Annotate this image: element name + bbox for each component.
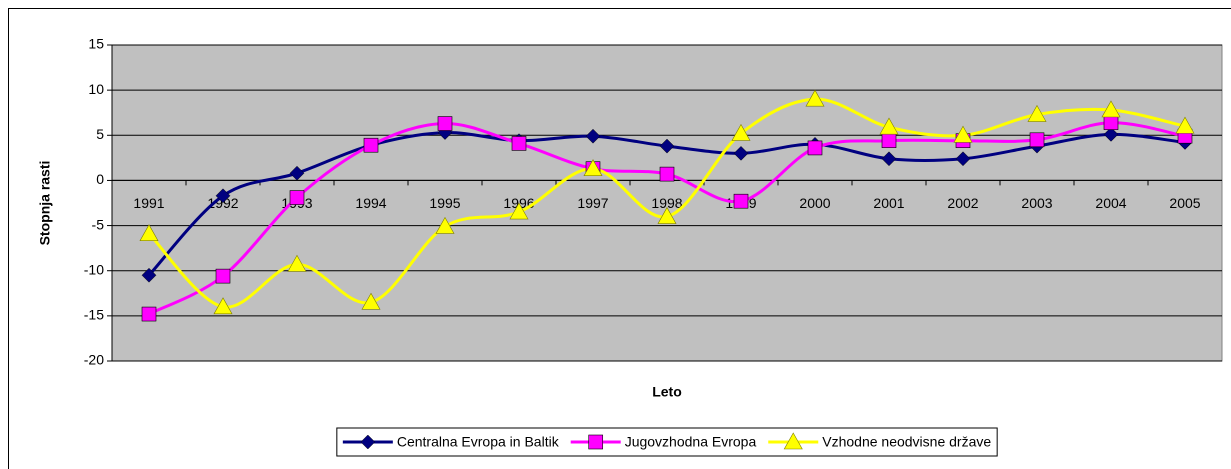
marker bbox=[287, 254, 307, 272]
legend-box bbox=[336, 427, 998, 457]
marker bbox=[215, 188, 231, 204]
y-tick-label: -15 bbox=[84, 307, 104, 323]
marker bbox=[289, 190, 305, 205]
x-tick-label: 1998 bbox=[651, 195, 682, 211]
y-tick-label: -5 bbox=[92, 216, 105, 232]
marker bbox=[953, 125, 973, 143]
legend-label: Jugovzhodna Evropa bbox=[625, 434, 757, 450]
y-tick-label: 5 bbox=[96, 126, 104, 142]
y-axis-label: Stopnja rasti bbox=[37, 161, 53, 246]
marker bbox=[733, 193, 749, 209]
x-tick-label: 1997 bbox=[577, 195, 608, 211]
x-axis-label: Leto bbox=[652, 384, 682, 400]
marker bbox=[139, 224, 159, 241]
marker bbox=[363, 137, 379, 153]
marker bbox=[360, 434, 376, 450]
marker bbox=[807, 140, 823, 156]
marker bbox=[657, 206, 677, 224]
marker bbox=[731, 123, 751, 141]
marker bbox=[659, 138, 675, 154]
x-tick-label: 1994 bbox=[355, 195, 386, 211]
marker bbox=[881, 133, 897, 149]
x-tick-label: 2002 bbox=[947, 195, 978, 211]
marker bbox=[1103, 115, 1119, 130]
marker bbox=[1103, 127, 1119, 142]
marker bbox=[141, 306, 157, 322]
series-line bbox=[147, 97, 1186, 309]
x-tick-label: 2005 bbox=[1169, 195, 1200, 211]
y-tick-label: -20 bbox=[84, 352, 104, 368]
marker bbox=[1101, 100, 1121, 118]
marker bbox=[783, 432, 803, 450]
marker bbox=[213, 297, 233, 315]
legend-label: Centralna Evropa in Baltik bbox=[397, 434, 560, 450]
marker bbox=[881, 151, 897, 167]
x-tick-label: 2003 bbox=[1021, 195, 1052, 211]
marker bbox=[289, 165, 305, 181]
y-tick-label: -10 bbox=[84, 261, 104, 277]
y-tick-label: 0 bbox=[96, 171, 104, 187]
marker bbox=[361, 292, 381, 310]
marker bbox=[437, 116, 453, 131]
marker bbox=[1175, 116, 1195, 134]
marker bbox=[215, 268, 231, 284]
marker bbox=[511, 136, 527, 151]
marker bbox=[583, 159, 603, 176]
x-tick-label: 1991 bbox=[133, 195, 164, 211]
marker bbox=[585, 128, 601, 144]
x-tick-label: 1995 bbox=[429, 195, 460, 211]
x-tick-label: 2000 bbox=[799, 195, 830, 211]
marker bbox=[509, 202, 529, 220]
x-tick-label: 2001 bbox=[873, 195, 904, 211]
y-tick-label: 10 bbox=[88, 81, 104, 97]
y-tick-label: 15 bbox=[88, 36, 104, 52]
marker bbox=[805, 89, 825, 107]
x-tick-label: 1992 bbox=[207, 195, 238, 211]
marker bbox=[1029, 132, 1045, 148]
legend: Centralna Evropa in Baltik Jugovzhodna Ev… bbox=[336, 427, 998, 457]
legend-label: Vzhodne neodvisne države bbox=[822, 434, 991, 450]
marker bbox=[879, 117, 899, 135]
marker bbox=[588, 434, 604, 450]
marker bbox=[1027, 104, 1047, 122]
marker bbox=[435, 216, 455, 234]
x-tick-label: 2004 bbox=[1095, 195, 1126, 211]
marker bbox=[141, 267, 157, 283]
marker bbox=[955, 151, 971, 167]
marker bbox=[659, 166, 675, 182]
marker bbox=[733, 145, 749, 161]
